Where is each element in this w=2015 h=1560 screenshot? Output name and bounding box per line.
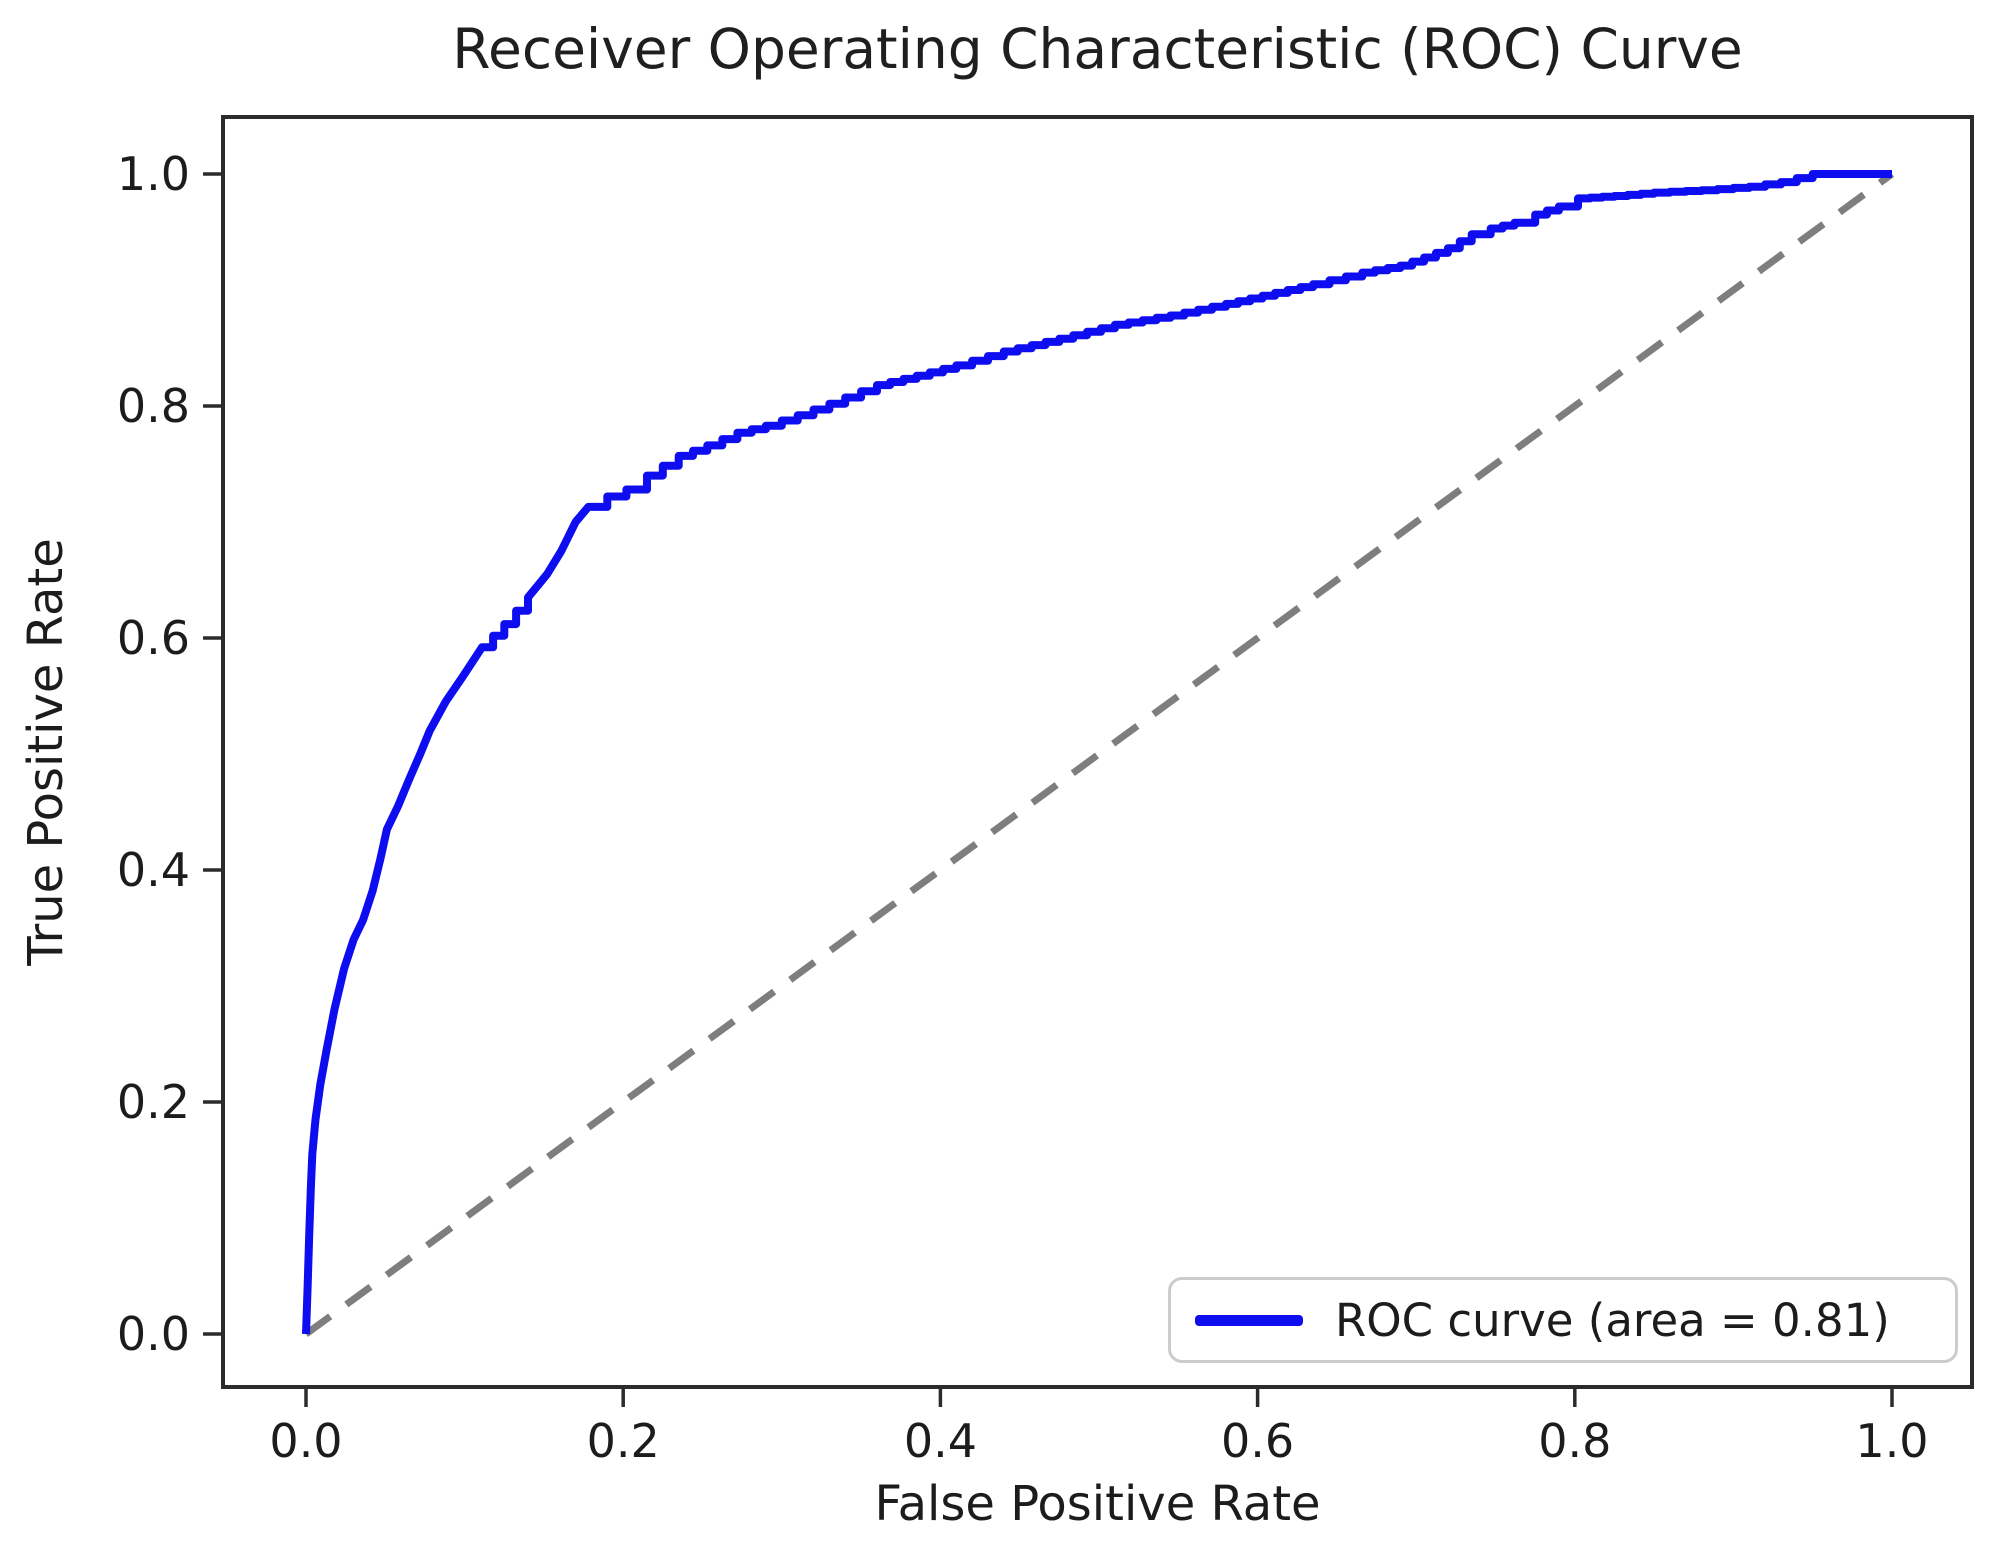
axes-border	[221, 115, 1974, 1389]
legend-roc-line-sample	[1195, 1314, 1303, 1326]
x-tick-label: 0.0	[269, 1414, 343, 1468]
y-tick-label: 1.0	[116, 147, 190, 201]
y-tick-label: 0.4	[116, 843, 190, 897]
legend: ROC curve (area = 0.81)	[1168, 1277, 1958, 1363]
legend-label: ROC curve (area = 0.81)	[1335, 1293, 1890, 1347]
x-tick-label: 0.6	[1221, 1414, 1295, 1468]
x-axis-label: False Positive Rate	[874, 1476, 1321, 1532]
y-axis-label: True Positive Rate	[18, 538, 74, 966]
x-tick-label: 0.4	[903, 1414, 977, 1468]
y-tick-label: 0.0	[116, 1307, 190, 1361]
x-tick-label: 0.2	[586, 1414, 660, 1468]
roc-curve-line	[302, 170, 1892, 1335]
chart-title: Receiver Operating Characteristic (ROC) …	[452, 17, 1743, 81]
y-tick-label: 0.6	[116, 611, 190, 665]
x-tick-label: 1.0	[1855, 1414, 1929, 1468]
y-tick-label: 0.2	[116, 1075, 190, 1129]
chance-diagonal-line	[303, 171, 1895, 1337]
y-tick-label: 0.8	[116, 379, 190, 433]
x-tick-label: 0.8	[1538, 1414, 1612, 1468]
axis-tick-marks	[203, 172, 1894, 1407]
